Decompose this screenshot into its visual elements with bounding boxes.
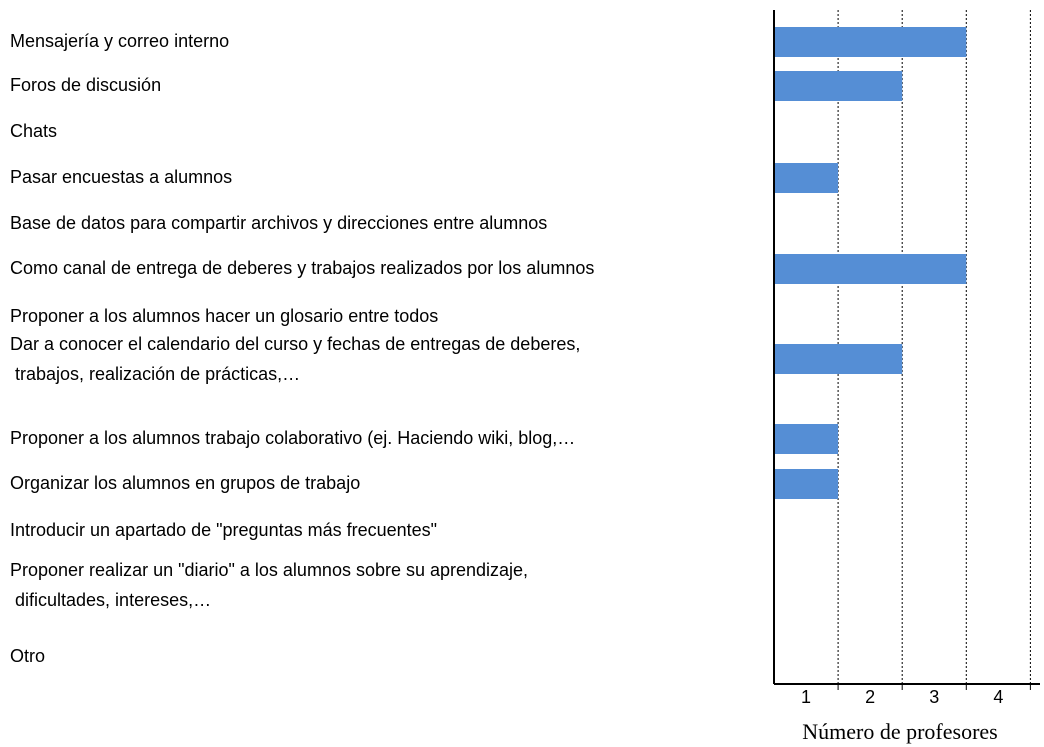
category-label: Introducir un apartado de "preguntas más… [10,520,437,540]
label-line: Dar a conocer el calendario del curso y … [10,334,580,354]
category-label: Dar a conocer el calendario del curso y … [10,334,580,384]
label-line: trabajos, realización de prácticas,… [10,364,300,384]
category-label: Organizar los alumnos en grupos de traba… [10,473,360,493]
bar [774,254,967,284]
category-label: Otro [10,646,45,666]
bar [774,163,839,193]
label-line: dificultades, intereses,… [10,590,211,610]
bar [774,71,903,101]
bar [774,27,967,57]
category-label: Foros de discusión [10,75,161,95]
x-tick-label: 2 [865,687,875,707]
category-label: Pasar encuestas a alumnos [10,167,232,187]
category-label: Chats [10,121,57,141]
category-label: Como canal de entrega de deberes y traba… [10,258,594,278]
bar [774,424,839,454]
label-line: Proponer realizar un "diario" a los alum… [10,560,528,580]
x-tick-label: 1 [801,687,811,707]
bar [774,469,839,499]
category-label: Proponer a los alumnos hacer un glosario… [10,306,438,326]
category-label: Mensajería y correo interno [10,31,229,51]
bar [774,344,903,374]
category-label: Base de datos para compartir archivos y … [10,213,547,233]
x-tick-label: 4 [993,687,1003,707]
x-axis-title: Número de profesores [802,719,998,744]
category-label: Proponer realizar un "diario" a los alum… [10,560,528,610]
x-tick-label: 3 [929,687,939,707]
category-label: Proponer a los alumnos trabajo colaborat… [10,428,575,448]
